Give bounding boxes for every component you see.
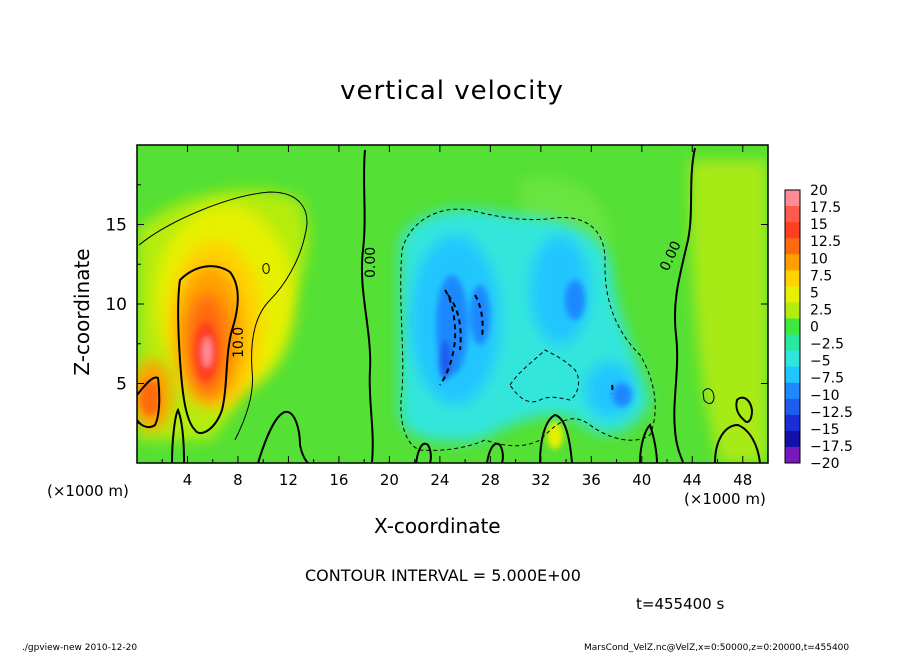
x-unit-label-right: (×1000 m) (684, 490, 766, 508)
x-tick-label: 28 (481, 471, 500, 489)
x-axis-label: X-coordinate (374, 514, 501, 538)
colorbar-swatch (785, 190, 800, 207)
x-tick-label: 24 (430, 471, 449, 489)
x-tick-label: 12 (279, 471, 298, 489)
x-tick-label: 8 (233, 471, 243, 489)
colorbar-swatch (785, 366, 800, 384)
x-tick-label: 48 (733, 471, 752, 489)
colorbar-swatch (785, 446, 800, 464)
y-tick-label: 15 (105, 216, 127, 236)
colorbar-label: 5 (810, 285, 819, 301)
footer-left: ./gpview-new 2010-12-20 (22, 643, 138, 653)
x-tick-label: 44 (683, 471, 702, 489)
colorbar-label: −15 (810, 422, 840, 438)
colorbar-swatch (785, 222, 800, 239)
colorbar-label: −17.5 (810, 439, 853, 455)
x-tick-label: 4 (183, 471, 193, 489)
colorbar-label: 17.5 (810, 200, 841, 216)
colorbar-swatch (785, 382, 800, 400)
colorbar-swatch (785, 414, 800, 432)
colorbar-frame (784, 189, 801, 464)
y-tick-label: 5 (116, 375, 127, 395)
colorbar-label: −2.5 (810, 337, 844, 353)
colorbar-swatch (785, 302, 800, 319)
colorbar-label: −5 (810, 354, 831, 370)
x-tick-label: 20 (380, 471, 399, 489)
colorbar-swatch (785, 334, 800, 352)
chart-title: vertical velocity (340, 76, 564, 106)
contour-label-0-left: 0.00 (363, 247, 379, 278)
contour-label-10: 10.0 (231, 327, 247, 358)
colorbar-label: 2.5 (810, 302, 832, 318)
colorbar-label: 7.5 (810, 268, 832, 284)
contour-interval: CONTOUR INTERVAL = 5.000E+00 (305, 566, 581, 585)
colorbar-swatch (785, 238, 800, 255)
colorbar-swatch (785, 430, 800, 448)
colorbar-label: 15 (810, 217, 828, 233)
colorbar-label: 20 (810, 183, 828, 199)
colorbar-swatch (785, 254, 800, 271)
colorbar-swatch (785, 206, 800, 223)
y-tick-label: 10 (105, 295, 127, 315)
colorbar-label: −7.5 (810, 371, 844, 387)
colorbar-swatch (785, 318, 800, 336)
heatmap-field: 10.0 0.00 0.00 (137, 145, 768, 463)
y-ticks: 5 10 15 (105, 184, 768, 424)
x-unit-label-left: (×1000 m) (47, 482, 129, 500)
x-ticks: 4 8 12 16 20 24 28 32 36 40 44 48 (161, 145, 752, 489)
footer-right: MarsCond_VelZ.nc@VelZ,x=0:50000,z=0:2000… (584, 643, 850, 653)
colorbar-label: −20 (810, 456, 840, 472)
colorbar-swatch (785, 286, 800, 303)
x-tick-label: 36 (582, 471, 601, 489)
colorbar-label: 0 (810, 320, 819, 336)
colorbar-label: −10 (810, 388, 840, 404)
colorbar-swatch (785, 398, 800, 416)
colorbar-label: −12.5 (810, 405, 853, 421)
colorbar-label: 12.5 (810, 234, 841, 250)
colorbar-swatch (785, 270, 800, 287)
x-tick-label: 32 (531, 471, 550, 489)
colorbar-swatch (785, 350, 800, 368)
colorbar-label: 10 (810, 251, 828, 267)
x-tick-label: 40 (632, 471, 651, 489)
time-stamp: t=455400 s (636, 595, 725, 613)
y-axis-label: Z-coordinate (70, 248, 94, 376)
x-tick-label: 16 (329, 471, 348, 489)
